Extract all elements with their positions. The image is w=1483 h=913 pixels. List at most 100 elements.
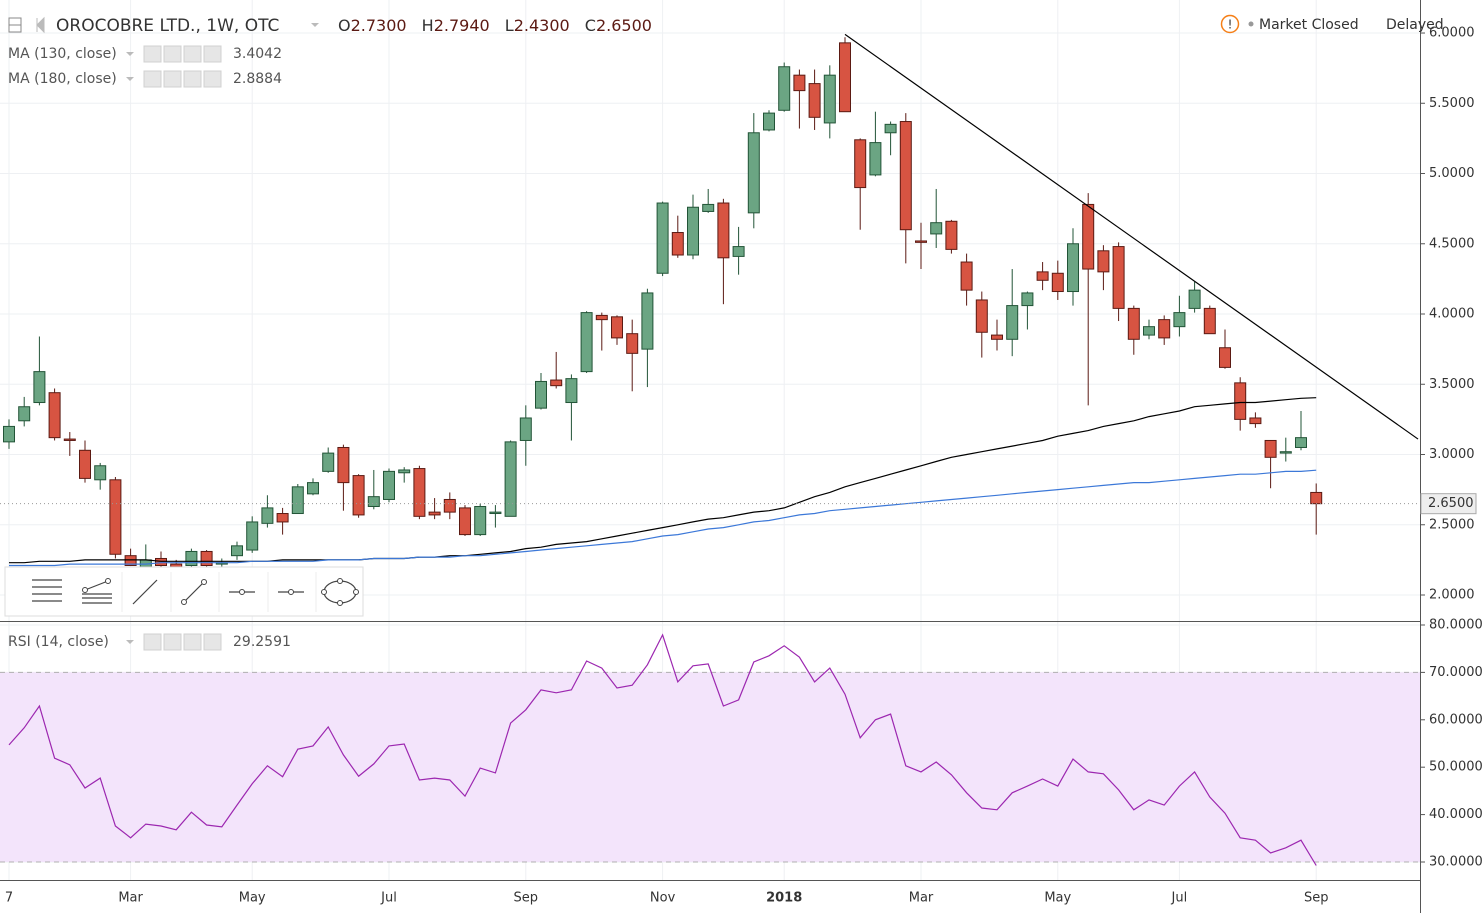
candle-body <box>155 557 167 567</box>
legend-button[interactable] <box>203 633 222 651</box>
candle-body <box>63 438 76 441</box>
y-tick-label: 4.5000 <box>1429 236 1475 251</box>
ohlc-header: O2.7300 H2.7940 L2.4300 C2.6500 <box>338 16 652 35</box>
x-tick-label: Nov <box>650 891 676 906</box>
candle-body <box>1203 307 1216 335</box>
candle-body <box>580 312 593 373</box>
ohlc-label: C <box>585 16 596 35</box>
candle-body <box>170 563 183 568</box>
legend-button[interactable] <box>143 45 162 63</box>
candle-body <box>915 240 927 243</box>
candle-body <box>565 378 578 404</box>
candle-body <box>717 202 730 259</box>
candle-body <box>18 406 31 422</box>
legends: MA (130, close) 3.4042 MA (180, close) 2.88… <box>8 45 291 651</box>
candle-body <box>246 521 259 551</box>
x-tick-label: 2018 <box>766 891 802 906</box>
y-tick-label: 2.5000 <box>1429 517 1475 532</box>
tool-handle <box>288 589 294 595</box>
candle-body <box>1067 243 1079 293</box>
tool-handle <box>201 579 207 585</box>
legend-name: MA (180, close) <box>8 71 117 87</box>
candle-body <box>1082 203 1095 270</box>
legend-dropdown[interactable] <box>126 52 134 56</box>
x-tick-label: May <box>239 891 266 906</box>
ohlc-label: O <box>338 16 351 35</box>
candle-body <box>854 139 867 189</box>
x-tick-label: 7 <box>5 891 13 906</box>
candle-body <box>1143 326 1155 336</box>
rsi-band-fill <box>0 672 1420 862</box>
tool-handle <box>181 599 187 605</box>
tool-handle <box>82 587 88 593</box>
trendline <box>844 33 1419 440</box>
x-tick-label: Sep <box>1304 891 1329 906</box>
y-tick-label: 70.0000 <box>1429 665 1483 680</box>
y-tick-label: 50.0000 <box>1429 760 1483 775</box>
candle-body <box>307 482 319 495</box>
candle-body <box>535 380 547 409</box>
candle-body <box>1112 246 1125 309</box>
candle-body <box>991 334 1003 340</box>
legend-button[interactable] <box>143 70 162 88</box>
y-tick-label: 5.0000 <box>1429 166 1475 181</box>
candle-body <box>930 222 943 235</box>
candle-body <box>975 299 988 333</box>
candle-body <box>869 142 882 176</box>
tool-trend-line[interactable] <box>132 579 158 605</box>
drawing-toolbar <box>4 566 364 617</box>
toolbar-box <box>4 566 364 617</box>
y-tick-label: 5.5000 <box>1429 96 1475 111</box>
tool-handle <box>239 589 245 595</box>
candle-body <box>94 465 107 481</box>
legend-button[interactable] <box>163 633 182 651</box>
legend-button[interactable] <box>183 633 202 651</box>
legend-button[interactable] <box>183 45 202 63</box>
ohlc-label: H <box>422 16 434 35</box>
candle-body <box>413 468 426 517</box>
ohlc-value: 2.7300 <box>351 16 407 35</box>
candle-body <box>656 202 669 274</box>
tool-fib-fan[interactable] <box>82 580 112 604</box>
legend-button[interactable] <box>203 45 222 63</box>
chart-title: OROCOBRE LTD., 1W, OTC <box>56 16 279 36</box>
candle-body <box>1173 312 1186 328</box>
legend-button[interactable] <box>203 70 222 88</box>
candle-body <box>383 470 395 500</box>
y-tick-label: 40.0000 <box>1429 807 1483 822</box>
moving-average <box>9 397 1317 564</box>
candle-body <box>474 505 487 536</box>
tool-handle <box>337 600 343 606</box>
y-tick-label: 2.0000 <box>1429 588 1475 603</box>
rsi-line <box>8 633 1317 866</box>
legend-button[interactable] <box>143 633 162 651</box>
tool-fib[interactable] <box>32 579 62 602</box>
x-tick-label: May <box>1044 891 1071 906</box>
y-tick-label: 4.0000 <box>1429 307 1475 322</box>
legend-value: 3.4042 <box>233 46 282 62</box>
legend-button[interactable] <box>183 70 202 88</box>
dropdown[interactable] <box>311 23 319 27</box>
x-tick-label: Mar <box>118 891 143 906</box>
x-tick-label: Mar <box>909 891 934 906</box>
legend-button[interactable] <box>163 45 182 63</box>
candle-body <box>945 220 958 250</box>
y-tick-label: 6.0000 <box>1429 26 1475 41</box>
candle-body <box>459 507 471 536</box>
y-tick-label: 30.0000 <box>1429 854 1483 869</box>
candle-body <box>778 66 791 111</box>
candle-body <box>732 246 745 257</box>
candle-body <box>276 513 289 523</box>
tool-handle <box>105 578 111 584</box>
candle-body <box>1097 250 1110 273</box>
candle-body <box>611 316 623 339</box>
plot <box>0 33 1420 866</box>
legend-dropdown[interactable] <box>126 640 134 644</box>
last-price-label: 2.6500 <box>1428 496 1474 511</box>
status-icon[interactable] <box>1220 14 1240 34</box>
symbol-icon <box>36 16 45 34</box>
ohlc-label: L <box>505 16 514 35</box>
candle-body <box>261 507 274 524</box>
legend-button[interactable] <box>163 70 182 88</box>
legend-dropdown[interactable] <box>126 77 134 81</box>
